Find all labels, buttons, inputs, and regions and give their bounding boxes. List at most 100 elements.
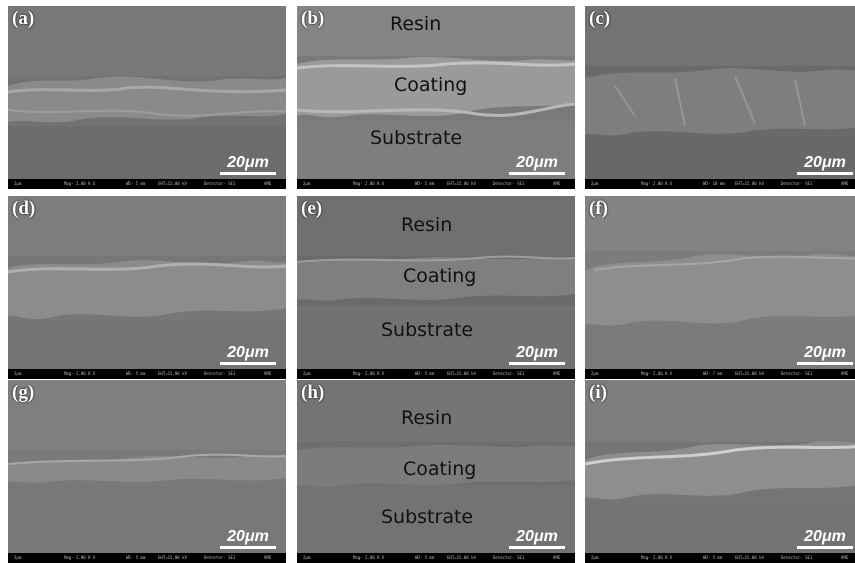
scale-bar: 20μm: [797, 528, 853, 549]
scale-bar-text: 20μm: [516, 528, 558, 545]
info-mag: Mag- 2.00 K X: [64, 555, 96, 560]
panel-label: (f): [589, 198, 608, 219]
info-unit: 2μm: [303, 371, 311, 376]
scale-bar-line: [797, 362, 853, 365]
scale-bar: 20μm: [509, 154, 565, 175]
info-detector: Detector- SE1: [493, 371, 525, 376]
info-detector: Detector- SE1: [781, 371, 813, 376]
coating-label: Coating: [394, 74, 468, 96]
info-unit: 2μm: [591, 371, 599, 376]
sem-info-bar: 2μm Mag- 2.00 K X WD- 5 mm EHT=15.00 kV …: [8, 369, 286, 379]
info-eht: EHT=15.00 kV: [447, 555, 476, 560]
info-unit: 2μm: [14, 555, 22, 560]
sem-info-bar: 2μm Mag- 2.00 K X WD- 5 mm EHT=15.00 kV …: [297, 179, 575, 189]
panel-label: (b): [301, 8, 325, 29]
sem-info-bar: 2μm Mag- 2.00 K X WD- 5 mm EHT=15.00 kV …: [8, 553, 286, 563]
scale-bar-line: [509, 172, 565, 175]
info-org: AME: [553, 181, 561, 186]
sem-panel-i: (i) 20μm 2μm Mag- 2.00 K X WD- 5 mm EHT=…: [585, 380, 855, 563]
sem-panel-e: (e) Resin Coating Substrate 20μm 2μm Mag…: [297, 196, 575, 379]
scale-bar: 20μm: [509, 528, 565, 549]
scale-bar-text: 20μm: [516, 344, 558, 361]
info-wd: WD- 5 mm: [126, 371, 146, 376]
scale-bar-text: 20μm: [804, 154, 846, 171]
sem-info-bar: 2μm Mag- 2.00 K X WD- 7 mm EHT=15.00 kV …: [585, 369, 855, 379]
info-eht: EHT=15.00 kV: [447, 181, 476, 186]
scale-bar-text: 20μm: [227, 154, 269, 171]
scale-bar-text: 20μm: [516, 154, 558, 171]
micrograph-g: [8, 380, 286, 563]
info-wd: WD- 5 mm: [415, 371, 435, 376]
info-detector: Detector- SE1: [204, 181, 236, 186]
sem-panel-d: (d) 20μm 2μm Mag- 2.00 K X WD- 5 mm EHT=…: [8, 196, 286, 379]
info-eht: EHT=15.00 kV: [447, 371, 476, 376]
info-wd: WD- 5 mm: [703, 555, 723, 560]
sem-panel-g: (g) 20μm 2μm Mag- 2.00 K X WD- 5 mm EHT=…: [8, 380, 286, 563]
substrate-label: Substrate: [381, 506, 474, 528]
info-mag: Mag- 2.00 K X: [641, 371, 673, 376]
sem-info-bar: 2μm Mag- 2.00 K X WD- 5 mm EHT=15.00 kV …: [297, 553, 575, 563]
info-unit: 2μm: [303, 181, 311, 186]
info-detector: Detector- SE1: [493, 555, 525, 560]
info-mag: Mag- 2.00 K X: [64, 371, 96, 376]
info-mag: Mag- 2.00 K X: [641, 555, 673, 560]
info-mag: Mag- 2.00 K X: [64, 181, 96, 186]
micrograph-a: [8, 6, 286, 189]
sem-panel-b: (b) Resin Coating Substrate 20μm 2μm Mag…: [297, 6, 575, 189]
info-unit: 2μm: [14, 181, 22, 186]
scale-bar: 20μm: [797, 154, 853, 175]
info-eht: EHT=15.00 kV: [158, 371, 187, 376]
info-unit: 2μm: [591, 555, 599, 560]
panel-label: (i): [589, 382, 607, 403]
panel-label: (d): [12, 198, 36, 219]
info-org: AME: [841, 555, 849, 560]
info-detector: Detector- SE1: [493, 181, 525, 186]
panel-label: (e): [301, 198, 323, 219]
micrograph-c: [585, 6, 855, 189]
info-unit: 2μm: [303, 555, 311, 560]
scale-bar: 20μm: [220, 528, 276, 549]
info-eht: EHT=15.00 kV: [735, 555, 764, 560]
info-org: AME: [841, 371, 849, 376]
info-unit: 2μm: [591, 181, 599, 186]
scale-bar-text: 20μm: [227, 528, 269, 545]
scale-bar: 20μm: [509, 344, 565, 365]
micrograph-i: [585, 380, 855, 563]
scale-bar-line: [220, 546, 276, 549]
scale-bar-line: [797, 546, 853, 549]
sem-info-bar: 2μm Mag- 2.00 K X WD- 5 mm EHT=15.00 kV …: [8, 179, 286, 189]
info-wd: WD- 5 mm: [415, 555, 435, 560]
info-detector: Detector- SE1: [781, 555, 813, 560]
sem-panel-a: (a) 20μm 2μm Mag- 2.00 K X WD- 5 mm EHT=…: [8, 6, 286, 189]
info-wd: WD- 10 mm: [703, 181, 725, 186]
substrate-label: Substrate: [381, 319, 474, 341]
coating-label: Coating: [403, 265, 477, 287]
resin-label: Resin: [401, 214, 453, 236]
scale-bar: 20μm: [220, 154, 276, 175]
sem-panel-f: (f) 20μm 2μm Mag- 2.00 K X WD- 7 mm EHT=…: [585, 196, 855, 379]
micrograph-h: [297, 380, 575, 563]
micrograph-b: [297, 6, 575, 189]
panel-label: (a): [12, 8, 35, 29]
info-wd: WD- 5 mm: [126, 555, 146, 560]
info-unit: 2μm: [14, 371, 22, 376]
info-org: AME: [264, 371, 272, 376]
scale-bar-text: 20μm: [804, 528, 846, 545]
resin-label: Resin: [390, 13, 442, 35]
info-org: AME: [264, 555, 272, 560]
scale-bar-line: [509, 362, 565, 365]
scale-bar-line: [509, 546, 565, 549]
substrate-label: Substrate: [370, 127, 463, 149]
info-detector: Detector- SE1: [781, 181, 813, 186]
scale-bar-line: [220, 362, 276, 365]
scale-bar-line: [220, 172, 276, 175]
info-org: AME: [553, 555, 561, 560]
info-org: AME: [841, 181, 849, 186]
micrograph-d: [8, 196, 286, 379]
sem-panel-h: (h) Resin Coating Substrate 20μm 2μm Mag…: [297, 380, 575, 563]
info-org: AME: [553, 371, 561, 376]
info-wd: WD- 5 mm: [126, 181, 146, 186]
sem-info-bar: 2μm Mag- 2.00 K X WD- 10 mm EHT=15.00 kV…: [585, 179, 855, 189]
resin-label: Resin: [401, 407, 453, 429]
micrograph-e: [297, 196, 575, 379]
